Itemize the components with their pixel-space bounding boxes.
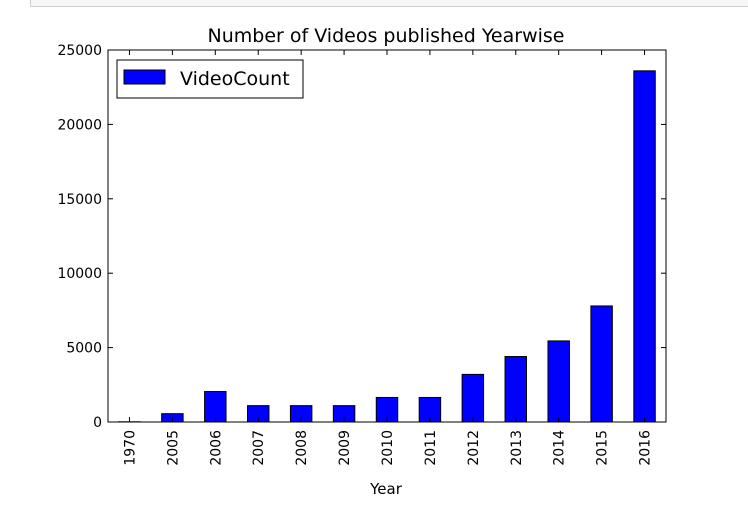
plot-area <box>107 49 667 423</box>
y-axis: 0 5000 10000 15000 20000 25000 <box>57 43 666 431</box>
x-axis-label: Year <box>369 480 403 498</box>
x-tick-label: 2011 <box>423 430 439 466</box>
x-tick-label: 2013 <box>509 430 525 466</box>
y-tick-label: 25000 <box>57 43 102 59</box>
bar-2012 <box>461 373 485 423</box>
x-tick-label: 1970 <box>122 430 138 466</box>
bar-2016 <box>633 70 656 423</box>
x-tick-label: 2010 <box>380 430 396 466</box>
bar-2013 <box>504 356 527 423</box>
x-tick-label: 2015 <box>595 430 611 466</box>
x-tick-label: 2007 <box>251 430 267 466</box>
y-tick-label: 10000 <box>57 266 102 282</box>
plot-frame <box>107 49 667 423</box>
x-tick-label: 2016 <box>638 430 654 466</box>
chart-title: Number of Videos published Yearwise <box>208 25 565 47</box>
bars-group <box>118 70 656 423</box>
legend: VideoCount <box>116 59 304 99</box>
y-tick-label: 15000 <box>57 192 102 208</box>
x-tick-label: 2008 <box>294 430 310 466</box>
bar-2015 <box>590 305 613 423</box>
bar-2014 <box>547 340 570 423</box>
x-tick-label: 2006 <box>208 430 224 466</box>
legend-label: VideoCount <box>180 68 290 90</box>
y-tick-label: 5000 <box>66 341 102 357</box>
y-tick-label: 20000 <box>57 117 102 133</box>
legend-swatch <box>123 69 166 85</box>
x-tick-label: 2005 <box>165 430 181 466</box>
x-tick-label: 2012 <box>466 430 482 466</box>
x-tick-label: 2014 <box>552 430 568 466</box>
y-tick-label: 0 <box>93 415 102 431</box>
x-axis: 1970 2005 2006 2007 2008 2009 2010 2011 2012 2013… <box>122 50 654 466</box>
x-tick-label: 2009 <box>337 430 353 466</box>
cell-output-border <box>30 0 748 7</box>
